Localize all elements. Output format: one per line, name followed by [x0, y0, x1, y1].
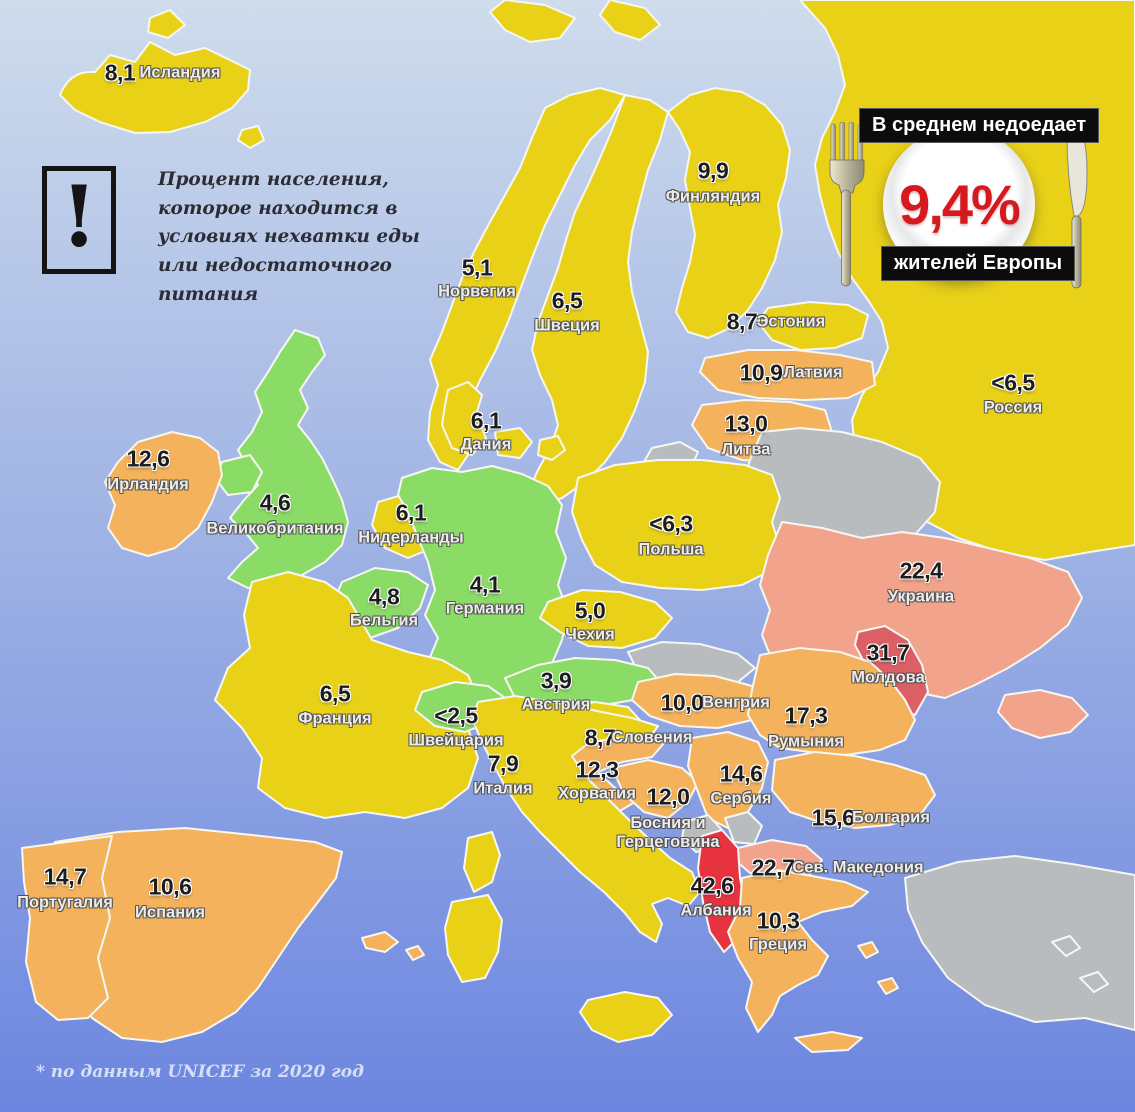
country-shape-finland	[667, 87, 791, 339]
country-shape-moldova	[854, 625, 929, 716]
country-shape-italy	[471, 695, 701, 943]
country-shape-bulgaria	[771, 751, 936, 829]
country-shape-bosnia	[611, 759, 699, 819]
legend-text: Процент населения, которое находится в у…	[158, 169, 420, 305]
exclamation-icon: !	[42, 166, 116, 274]
island-shape-crete	[794, 1031, 863, 1053]
island-shape-corsica	[463, 831, 501, 893]
fork-icon	[829, 122, 865, 287]
country-shape-portugal	[21, 835, 113, 1021]
island-shape-aegean-2	[877, 977, 899, 995]
island-shape-balearic-2	[405, 945, 425, 961]
region-shape-crimea	[997, 689, 1089, 739]
badge-bottom-label: жителей Европы	[881, 246, 1076, 281]
island-shape-faroe	[237, 125, 265, 149]
island-shape-north-1	[489, 0, 576, 43]
island-shape-balearic-1	[361, 931, 399, 953]
country-shape-france	[214, 571, 479, 819]
region-shape-turkey	[904, 855, 1135, 1031]
country-shape-denmark	[441, 381, 487, 456]
country-shape-romania	[747, 647, 916, 756]
source-footnote: * по данным UNICEF за 2020 год	[36, 1062, 364, 1082]
island-shape-denmark-2	[537, 435, 566, 461]
island-shape-sicily	[579, 991, 673, 1043]
country-shape-ireland	[104, 431, 223, 557]
exclamation-glyph: !	[60, 167, 98, 267]
country-shape-czechia	[539, 589, 673, 649]
country-shape-poland	[571, 459, 781, 591]
average-badge: 9,4% В среднем недоедает жителей Европы	[815, 100, 1110, 300]
country-shape-iceland-fjords	[147, 9, 186, 39]
country-shape-latvia	[699, 349, 876, 401]
island-shape-sardinia	[444, 894, 503, 983]
badge-top-label: В среднем недоедает	[859, 108, 1100, 143]
island-shape-north-2	[599, 0, 661, 41]
country-shape-greece	[727, 869, 869, 1033]
island-shape-gray-1	[1051, 935, 1081, 957]
badge-value: 9,4%	[899, 172, 1021, 236]
country-shape-iceland	[59, 41, 251, 134]
island-shape-aegean-1	[857, 941, 879, 959]
country-shape-estonia	[757, 301, 869, 351]
island-shape-denmark-1	[494, 427, 533, 459]
region-shape-kosovo	[724, 811, 763, 845]
island-shape-gray-2	[1079, 971, 1109, 993]
legend-infobox: ! Процент населения, которое находится в…	[42, 166, 458, 309]
